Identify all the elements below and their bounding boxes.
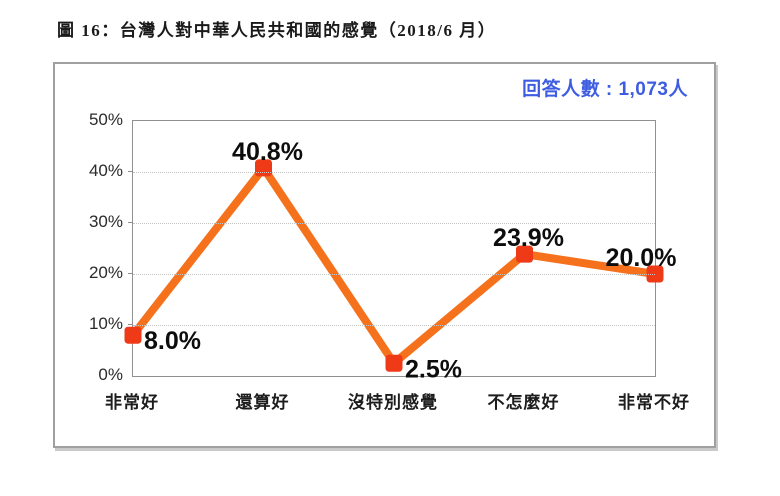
x-category-label: 還算好 <box>235 393 290 412</box>
y-axis-tick-mark <box>128 171 133 172</box>
chart-area: 回答人數 : 1,073人 8.0% 40.8% 2.5% 23.9% 20.0% 0%… <box>55 64 714 446</box>
x-category-label: 非常不好 <box>618 393 690 412</box>
chart-panel: 回答人數 : 1,073人 8.0% 40.8% 2.5% 23.9% 20.0% 0%… <box>53 62 716 448</box>
x-category-label: 沒特別感覺 <box>348 393 438 412</box>
x-category-label: 非常好 <box>105 393 159 412</box>
y-axis-tick-mark <box>128 324 133 325</box>
plot-area: 8.0% 40.8% 2.5% 23.9% 20.0% <box>124 120 676 383</box>
y-tick-label: 0% <box>98 365 123 384</box>
y-tick-label: 40% <box>88 161 123 180</box>
gridline <box>133 172 655 173</box>
gridline <box>133 274 655 275</box>
y-tick-label: 10% <box>88 314 123 333</box>
data-point-marker <box>516 245 533 263</box>
respondent-count-label: 回答人數 : 1,073人 <box>522 79 688 100</box>
y-tick-label: 20% <box>88 263 123 282</box>
data-point-label: 2.5% <box>405 355 462 383</box>
data-point-marker <box>385 354 403 372</box>
y-axis-tick-mark <box>128 222 133 223</box>
data-line <box>129 161 656 370</box>
y-axis-tick-mark <box>128 273 133 274</box>
y-tick-label: 30% <box>88 212 123 231</box>
data-point-label: 8.0% <box>144 327 201 355</box>
gridline <box>133 223 655 224</box>
gridline <box>133 325 655 326</box>
data-point-label: 40.8% <box>232 138 303 166</box>
data-point-label: 20.0% <box>606 244 677 272</box>
data-point-marker <box>646 265 664 283</box>
line-chart-svg: 8.0% 40.8% 2.5% 23.9% 20.0% <box>124 138 676 383</box>
data-point-label: 23.9% <box>493 224 564 252</box>
y-tick-label: 50% <box>88 110 123 129</box>
data-point-marker <box>124 326 142 344</box>
x-category-label: 不怎麼好 <box>487 393 560 412</box>
figure-title: 圖 16：台灣人對中華人民共和國的感覺（2018/6 月） <box>57 21 497 40</box>
